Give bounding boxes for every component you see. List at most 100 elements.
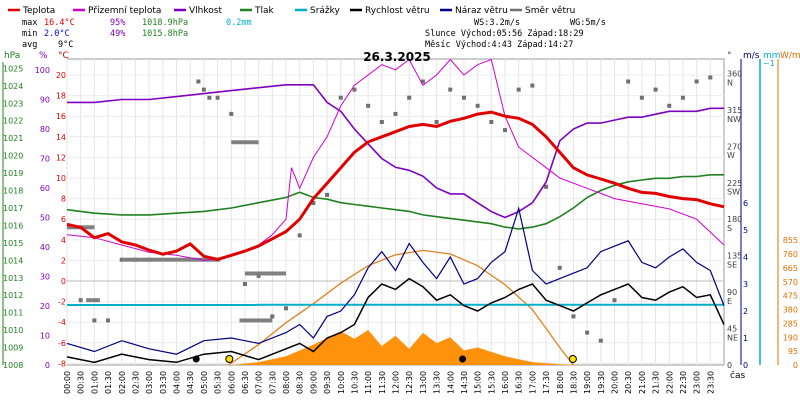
x-tick-label: 08:00 (282, 371, 291, 394)
dir-tick-label: E (727, 297, 732, 306)
hpa-tick-label: 1025 (3, 64, 23, 73)
hpa-tick-label: 1010 (3, 326, 23, 335)
axis-label-time: čas (730, 370, 745, 381)
x-tick-label: 18:00 (556, 371, 565, 394)
stat-min-label: min (22, 29, 37, 39)
x-tick-label: 11:30 (378, 371, 387, 394)
c-tick-label: 2 (61, 256, 66, 265)
wind-direction-point (448, 87, 453, 92)
x-tick-label: 20:00 (611, 371, 620, 394)
pct-tick-label: 90 (40, 96, 50, 105)
pct-tick-label: 100 (35, 66, 50, 75)
wind-direction-point (297, 233, 302, 238)
hpa-tick-label: 1021 (3, 134, 23, 143)
dir-tick-label: NE (727, 333, 738, 342)
wind-speed-line (66, 277, 725, 364)
wind-direction-point (393, 111, 398, 116)
x-tick-label: 23:00 (693, 371, 702, 394)
wind-direction-point (338, 95, 343, 100)
x-tick-label: 19:00 (583, 371, 592, 394)
stat-max-hum: 95% (110, 18, 125, 28)
wind-direction-point (207, 95, 212, 100)
x-tick-label: 22:00 (665, 371, 674, 394)
hpa-tick-label: 1016 (3, 221, 23, 230)
grid (66, 58, 725, 366)
ms-tick-label: 1 (743, 334, 748, 343)
x-tick-label: 00:00 (63, 371, 72, 394)
dir-tick-label: 180 (727, 215, 742, 224)
x-tick-label: 09:00 (309, 371, 318, 394)
axis-label-wm: W/m (780, 51, 800, 61)
pct-tick-label: 50 (40, 214, 50, 223)
stat-min-temp: 2.0°C (44, 29, 70, 39)
x-tick-label: 11:00 (364, 371, 373, 394)
stat-moon: Měsíc Východ:4:43 Západ:14:27 (425, 40, 573, 50)
x-tick-label: 09:30 (323, 371, 332, 394)
c-tick-label: -6 (58, 339, 66, 348)
wind-direction-point (639, 95, 644, 100)
stat-max-label: max (22, 18, 37, 28)
stat-max-rain: 0.2mm (226, 18, 252, 28)
ms-tick-label: 4 (743, 253, 748, 262)
sol-tick-label: 665 (783, 264, 798, 273)
wind-direction-point (612, 298, 617, 303)
temperature-line (66, 110, 725, 261)
c-tick-label: 8 (61, 195, 66, 204)
ms-tick-label: 0 (743, 361, 748, 370)
legend-entry: Vlhkost (189, 6, 222, 16)
wind-direction-point (215, 95, 220, 100)
x-tick-label: 06:30 (241, 371, 250, 394)
x-tick-label: 17:30 (542, 371, 551, 394)
sunrise-marker (225, 355, 234, 363)
x-tick-label: 17:00 (528, 371, 537, 394)
hpa-tick-label: 1015 (3, 239, 23, 248)
hpa-tick-label: 1022 (3, 117, 23, 126)
wind-direction-point (475, 103, 480, 108)
x-tick-label: 04:30 (186, 371, 195, 394)
x-tick-label: 12:00 (392, 371, 401, 394)
x-tick-label: 19:30 (597, 371, 606, 394)
wind-direction-point (503, 128, 507, 133)
x-tick-label: 01:30 (104, 371, 113, 394)
x-tick-label: 03:30 (159, 371, 168, 394)
wind-direction-point (78, 298, 83, 303)
wind-direction-bar (231, 140, 259, 145)
wind-direction-point (284, 306, 288, 311)
wind-direction-point (106, 318, 111, 323)
x-tick-label: 16:30 (515, 371, 524, 394)
sol-tick-label: 95 (788, 347, 798, 356)
x-tick-label: 02:00 (118, 371, 127, 394)
hpa-tick-label: 1023 (3, 99, 23, 108)
ms-tick-label: 5 (743, 226, 748, 235)
wind-direction-point (256, 273, 261, 278)
dir-tick-label: 90 (727, 288, 737, 297)
pct-tick-label: 70 (40, 155, 50, 164)
wind-direction-bar (121, 257, 221, 262)
dir-tick-label: N (727, 78, 733, 87)
dir-tick-label: 270 (727, 142, 742, 151)
legend-entry: Náraz větru (455, 6, 508, 16)
moonset-marker (459, 355, 467, 363)
wind-direction-point (571, 314, 576, 319)
x-tick-label: 22:30 (679, 371, 688, 394)
sunset-marker (568, 355, 577, 363)
legend-entry: Srážky (310, 6, 341, 16)
ms-tick-label: 3 (743, 280, 748, 289)
x-tick-label: 13:00 (419, 371, 428, 394)
x-tick-label: 12:30 (405, 371, 414, 394)
dir-tick-label: 0 (727, 361, 732, 370)
axis-label-c: °C (58, 51, 69, 61)
legend-entry: Teplota (22, 6, 55, 16)
wind-direction-point (92, 318, 97, 323)
chart-title: 26.3.2025 (363, 50, 431, 64)
wind-direction-point (407, 95, 412, 100)
wind-direction-point (489, 120, 494, 124)
x-tick-label: 15:30 (487, 371, 496, 394)
pct-tick-label: 10 (40, 332, 50, 341)
x-tick-label: 03:00 (145, 371, 154, 394)
hpa-tick-label: 1011 (3, 309, 23, 318)
x-tick-label: 10:30 (350, 371, 359, 394)
wind-direction-point (379, 120, 384, 124)
